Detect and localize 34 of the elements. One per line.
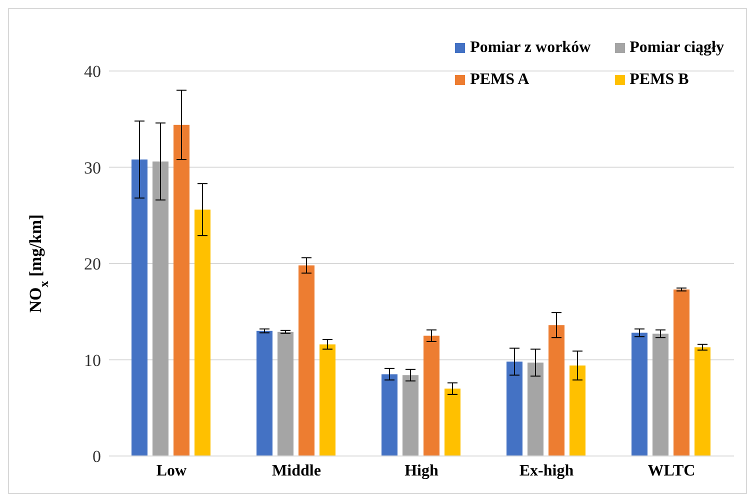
bar <box>174 124 190 456</box>
bar <box>278 332 294 456</box>
x-tick-label: WLTC <box>648 462 696 480</box>
bar <box>570 366 586 456</box>
y-tick-label: 10 <box>84 350 101 370</box>
legend-label: PEMS B <box>630 71 689 89</box>
bar <box>320 344 336 456</box>
y-tick-label: 30 <box>84 158 101 178</box>
bar <box>506 362 522 456</box>
bar <box>152 161 168 456</box>
bar <box>382 374 398 456</box>
bar <box>402 375 418 456</box>
x-tick-label: High <box>404 462 438 480</box>
bar <box>694 347 710 456</box>
x-tick-label: Middle <box>272 462 321 480</box>
legend-label: Pomiar z worków <box>470 39 591 57</box>
x-tick-label: Low <box>156 462 188 480</box>
y-tick-label: 0 <box>92 447 101 466</box>
bar <box>652 334 668 456</box>
bar <box>444 388 460 456</box>
bar <box>132 160 148 456</box>
bar <box>674 289 690 456</box>
y-tick-label: 40 <box>84 62 101 82</box>
bar <box>528 362 544 456</box>
bar <box>256 330 272 456</box>
bar <box>632 332 648 456</box>
y-tick-label: 20 <box>84 254 101 274</box>
x-tick-label: Ex-high <box>519 462 574 480</box>
bar <box>194 210 210 456</box>
bar <box>424 336 440 456</box>
bar <box>298 265 314 456</box>
legend-label: Pomiar ciągły <box>630 39 724 57</box>
legend-label: PEMS A <box>470 71 530 89</box>
bar <box>548 325 564 456</box>
